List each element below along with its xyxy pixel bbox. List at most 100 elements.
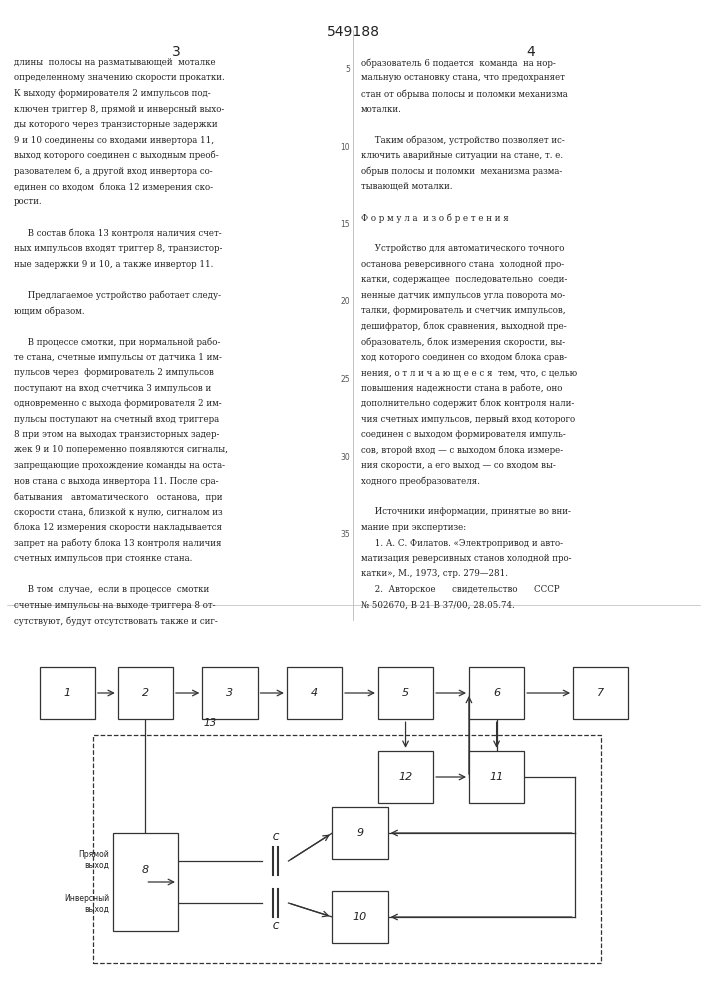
Text: 12: 12 — [399, 772, 413, 782]
Text: длины  полосы на разматывающей  моталке: длины полосы на разматывающей моталке — [14, 58, 216, 67]
Text: 15: 15 — [340, 220, 350, 229]
Text: Таким образом, устройство позволяет ис-: Таким образом, устройство позволяет ис- — [361, 136, 564, 145]
Text: мальную остановку стана, что предохраняет: мальную остановку стана, что предохраняе… — [361, 74, 565, 83]
Text: тывающей моталки.: тывающей моталки. — [361, 182, 452, 191]
Text: матизация реверсивных станов холодной про-: матизация реверсивных станов холодной пр… — [361, 554, 571, 563]
Text: дополнительно содержит блок контроля нали-: дополнительно содержит блок контроля нал… — [361, 399, 574, 408]
Text: 8 при этом на выходах транзисторных задер-: 8 при этом на выходах транзисторных заде… — [14, 430, 219, 439]
Text: 5: 5 — [402, 688, 409, 698]
Text: ключен триггер 8, прямой и инверсный выхо-: ключен триггер 8, прямой и инверсный вых… — [14, 104, 224, 113]
Text: пульсы поступают на счетный вход триггера: пульсы поступают на счетный вход триггер… — [14, 415, 219, 424]
Text: 9: 9 — [356, 828, 363, 838]
Text: поступают на вход счетчика 3 импульсов и: поступают на вход счетчика 3 импульсов и — [14, 384, 211, 393]
Text: останова реверсивного стана  холодной про-: останова реверсивного стана холодной про… — [361, 260, 563, 269]
Text: ющим образом.: ющим образом. — [14, 306, 85, 316]
Text: 1. А. С. Филатов. «Электропривод и авто-: 1. А. С. Филатов. «Электропривод и авто- — [361, 538, 563, 548]
Text: нения, о т л и ч а ю щ е е с я  тем, что, с целью: нения, о т л и ч а ю щ е е с я тем, что,… — [361, 368, 577, 377]
Text: 10: 10 — [353, 912, 367, 922]
Bar — [378, 667, 433, 719]
Text: 7: 7 — [597, 688, 604, 698]
Text: C: C — [272, 833, 279, 842]
Text: 11: 11 — [489, 772, 503, 782]
Text: Устройство для автоматического точного: Устройство для автоматического точного — [361, 244, 564, 253]
Text: моталки.: моталки. — [361, 104, 402, 113]
Text: единен со входом  блока 12 измерения ско-: единен со входом блока 12 измерения ско- — [14, 182, 213, 192]
Text: образователь 6 подается  команда  на нор-: образователь 6 подается команда на нор- — [361, 58, 555, 68]
Text: 549188: 549188 — [327, 25, 380, 39]
Text: чия счетных импульсов, первый вход которого: чия счетных импульсов, первый вход котор… — [361, 415, 575, 424]
Text: 4: 4 — [311, 688, 318, 698]
Text: 35: 35 — [340, 530, 350, 539]
Text: 8: 8 — [142, 865, 149, 875]
Text: счетных импульсов при стоянке стана.: счетных импульсов при стоянке стана. — [14, 554, 192, 563]
Text: пульсов через  формирователь 2 импульсов: пульсов через формирователь 2 импульсов — [14, 368, 214, 377]
Text: № 502670, В 21 В 37/00, 28.05.74.: № 502670, В 21 В 37/00, 28.05.74. — [361, 600, 514, 610]
Text: блока 12 измерения скорости накладывается: блока 12 измерения скорости накладываетс… — [14, 523, 222, 532]
Text: дешифратор, блок сравнения, выходной пре-: дешифратор, блок сравнения, выходной пре… — [361, 322, 566, 331]
Text: ход которого соединен со входом блока срав-: ход которого соединен со входом блока ср… — [361, 353, 566, 362]
Text: В том  случае,  если в процессе  смотки: В том случае, если в процессе смотки — [14, 585, 209, 594]
Text: 30: 30 — [340, 452, 350, 462]
Text: Прямой
выход: Прямой выход — [78, 850, 110, 870]
Text: одновременно с выхода формирователя 2 им-: одновременно с выхода формирователя 2 им… — [14, 399, 222, 408]
Text: рости.: рости. — [14, 198, 42, 207]
Text: 4: 4 — [526, 45, 534, 59]
Text: В процессе смотки, при нормальной рабо-: В процессе смотки, при нормальной рабо- — [14, 337, 221, 347]
Text: обрыв полосы и поломки  механизма разма-: обрыв полосы и поломки механизма разма- — [361, 167, 562, 176]
Text: 10: 10 — [340, 143, 350, 152]
Text: ключить аварийные ситуации на стане, т. е.: ключить аварийные ситуации на стане, т. … — [361, 151, 563, 160]
Text: 6: 6 — [493, 688, 500, 698]
Bar — [332, 807, 387, 859]
Text: Источники информации, принятые во вни-: Источники информации, принятые во вни- — [361, 508, 571, 517]
Text: 5: 5 — [345, 65, 350, 74]
Text: C: C — [272, 922, 279, 931]
Text: 25: 25 — [340, 375, 350, 384]
Text: скорости стана, близкой к нулю, сигналом из: скорости стана, близкой к нулю, сигналом… — [14, 508, 223, 517]
Bar — [202, 667, 257, 719]
Text: ные задержки 9 и 10, а также инвертор 11.: ные задержки 9 и 10, а также инвертор 11… — [14, 260, 214, 269]
Text: К выходу формирователя 2 импульсов под-: К выходу формирователя 2 импульсов под- — [14, 89, 211, 98]
Text: выход которого соединен с выходным преоб-: выход которого соединен с выходным преоб… — [14, 151, 218, 160]
Text: запрет на работу блока 13 контроля наличия: запрет на работу блока 13 контроля налич… — [14, 538, 221, 548]
Bar — [117, 667, 173, 719]
Text: разователем 6, а другой вход инвертора со-: разователем 6, а другой вход инвертора с… — [14, 167, 213, 176]
Text: 20: 20 — [340, 298, 350, 306]
Text: соединен с выходом формирователя импуль-: соединен с выходом формирователя импуль- — [361, 430, 566, 439]
Text: образователь, блок измерения скорости, вы-: образователь, блок измерения скорости, в… — [361, 337, 565, 347]
Bar — [113, 833, 178, 931]
Text: сов, второй вход — с выходом блока измере-: сов, второй вход — с выходом блока измер… — [361, 446, 563, 455]
Text: катки, содержащее  последовательно  соеди-: катки, содержащее последовательно соеди- — [361, 275, 567, 284]
Text: Инверсный
выход: Инверсный выход — [64, 894, 110, 914]
Bar — [573, 667, 629, 719]
Bar — [469, 751, 524, 803]
Text: ненные датчик импульсов угла поворота мо-: ненные датчик импульсов угла поворота мо… — [361, 290, 565, 300]
Text: катки», М., 1973, стр. 279—281.: катки», М., 1973, стр. 279—281. — [361, 570, 508, 578]
Text: повышения надежности стана в работе, оно: повышения надежности стана в работе, оно — [361, 384, 562, 393]
Text: жек 9 и 10 попеременно появляются сигналы,: жек 9 и 10 попеременно появляются сигнал… — [14, 446, 228, 454]
Text: В состав блока 13 контроля наличия счет-: В состав блока 13 контроля наличия счет- — [14, 229, 222, 238]
Text: стан от обрыва полосы и поломки механизма: стан от обрыва полосы и поломки механизм… — [361, 89, 567, 99]
Text: 2.  Авторское      свидетельство      СССР: 2. Авторское свидетельство СССР — [361, 585, 559, 594]
Text: сутствуют, будут отсутствовать также и сиг-: сутствуют, будут отсутствовать также и с… — [14, 616, 218, 626]
Text: талки, формирователь и счетчик импульсов,: талки, формирователь и счетчик импульсов… — [361, 306, 565, 315]
Bar — [469, 667, 524, 719]
Text: батывания   автоматического   останова,  при: батывания автоматического останова, при — [14, 492, 223, 502]
Text: 3: 3 — [173, 45, 181, 59]
Text: мание при экспертизе:: мание при экспертизе: — [361, 523, 466, 532]
Text: счетные импульсы на выходе триггера 8 от-: счетные импульсы на выходе триггера 8 от… — [14, 600, 216, 610]
Bar — [40, 667, 95, 719]
Text: 9 и 10 соединены со входами инвертора 11,: 9 и 10 соединены со входами инвертора 11… — [14, 136, 214, 145]
Text: определенному значению скорости прокатки.: определенному значению скорости прокатки… — [14, 74, 225, 83]
Bar — [332, 891, 387, 943]
Text: Предлагаемое устройство работает следу-: Предлагаемое устройство работает следу- — [14, 290, 221, 300]
Text: 1: 1 — [64, 688, 71, 698]
Text: 3: 3 — [226, 688, 233, 698]
Text: 13: 13 — [204, 718, 217, 728]
Text: те стана, счетные импульсы от датчика 1 им-: те стана, счетные импульсы от датчика 1 … — [14, 353, 222, 361]
Text: нов стана с выхода инвертора 11. После сра-: нов стана с выхода инвертора 11. После с… — [14, 477, 218, 486]
Bar — [287, 667, 342, 719]
Text: 2: 2 — [142, 688, 149, 698]
Text: запрещающие прохождение команды на оста-: запрещающие прохождение команды на оста- — [14, 461, 225, 470]
Text: ды которого через транзисторные задержки: ды которого через транзисторные задержки — [14, 120, 218, 129]
Text: ных импульсов входят триггер 8, транзистор-: ных импульсов входят триггер 8, транзист… — [14, 244, 223, 253]
